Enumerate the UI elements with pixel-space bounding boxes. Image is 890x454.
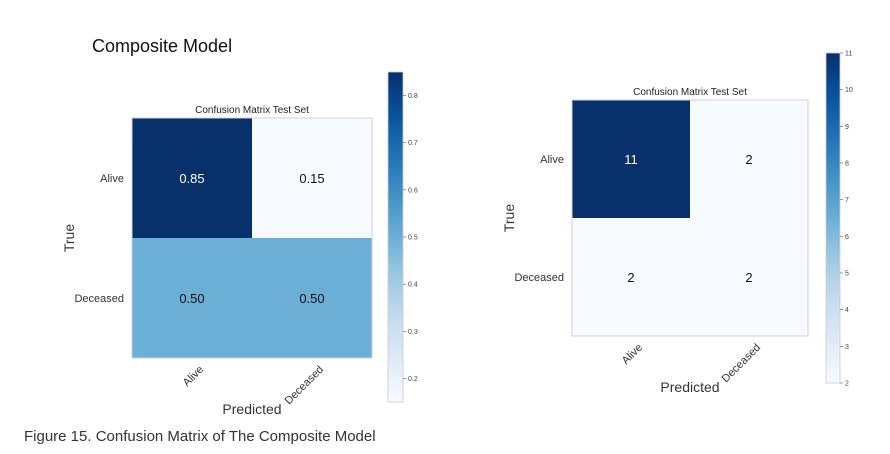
- colorbar-tick-label: 7: [845, 197, 849, 204]
- colorbar-tick-label: 5: [845, 271, 849, 278]
- figure-caption: Figure 15. Confusion Matrix of The Compo…: [24, 428, 376, 445]
- x-tick-label: Alive: [620, 342, 645, 367]
- y-tick-label: Alive: [100, 173, 124, 185]
- confusion-matrix-1: 0.85 0.15 0.50 0.50 Confusion Matrix Test Se…: [61, 71, 418, 417]
- cell-value-label: 0.15: [299, 171, 324, 186]
- y-axis-label: True: [61, 224, 77, 252]
- colorbar-tick-label: 0.2: [408, 376, 418, 383]
- confusion-matrix-2: 11 2 2 2 Confusion Matrix Test Set Alive Decea…: [501, 51, 853, 396]
- y-axis-label: True: [501, 204, 517, 232]
- cell-value-label: 2: [745, 152, 752, 167]
- matrix-cell: [252, 238, 372, 358]
- x-tick-label: Deceased: [720, 342, 764, 386]
- matrix-cell: [690, 100, 808, 218]
- matrix-cell: [132, 238, 252, 358]
- colorbar-tick-label: 3: [845, 344, 849, 351]
- colorbar: [825, 52, 841, 384]
- y-tick-label: Alive: [540, 154, 564, 166]
- matrix-cell: [132, 118, 252, 238]
- cell-value-label: 11: [624, 152, 638, 167]
- matrix-frame: [131, 117, 373, 359]
- colorbar-tick-label: 8: [845, 161, 849, 168]
- matrix-cell: [252, 118, 372, 238]
- colorbar-tick-label: 0.5: [408, 235, 418, 242]
- colorbar-tick-label: 9: [845, 124, 849, 131]
- cell-value-label: 2: [627, 270, 634, 285]
- cell-value-label: 0.50: [299, 291, 324, 306]
- chart-title: Confusion Matrix Test Set: [195, 105, 309, 116]
- cell-value-label: 2: [745, 270, 752, 285]
- colorbar-tick-label: 0.4: [408, 282, 418, 289]
- x-axis-label: Predicted: [660, 379, 719, 395]
- page-title: Composite Model: [92, 36, 233, 56]
- cell-value-label: 0.50: [179, 291, 204, 306]
- colorbar-tick-label: 11: [845, 51, 852, 58]
- colorbar-tick-label: 4: [845, 307, 849, 314]
- y-tick-label: Deceased: [514, 272, 564, 284]
- cell-value-label: 0.85: [179, 171, 204, 186]
- colorbar-tick-label: 0.7: [408, 140, 418, 147]
- matrix-frame: [571, 99, 809, 337]
- y-tick-label: Deceased: [74, 293, 124, 305]
- colorbar: [387, 71, 404, 403]
- colorbar-tick-label: 0.6: [408, 187, 418, 194]
- colorbar-tick-label: 6: [845, 234, 849, 241]
- x-tick-label: Deceased: [283, 364, 327, 408]
- x-axis-label: Predicted: [222, 401, 281, 417]
- colorbar-tick-label: 10: [845, 87, 853, 94]
- chart-title: Confusion Matrix Test Set: [633, 87, 747, 98]
- colorbar-tick-label: 2: [845, 381, 849, 388]
- matrix-cell: [572, 218, 690, 336]
- matrix-cell: [690, 218, 808, 336]
- matrix-cell: [572, 100, 690, 218]
- colorbar-tick-label: 0.3: [408, 329, 418, 336]
- colorbar-tick-label: 0.8: [408, 93, 418, 100]
- x-tick-label: Alive: [181, 364, 206, 389]
